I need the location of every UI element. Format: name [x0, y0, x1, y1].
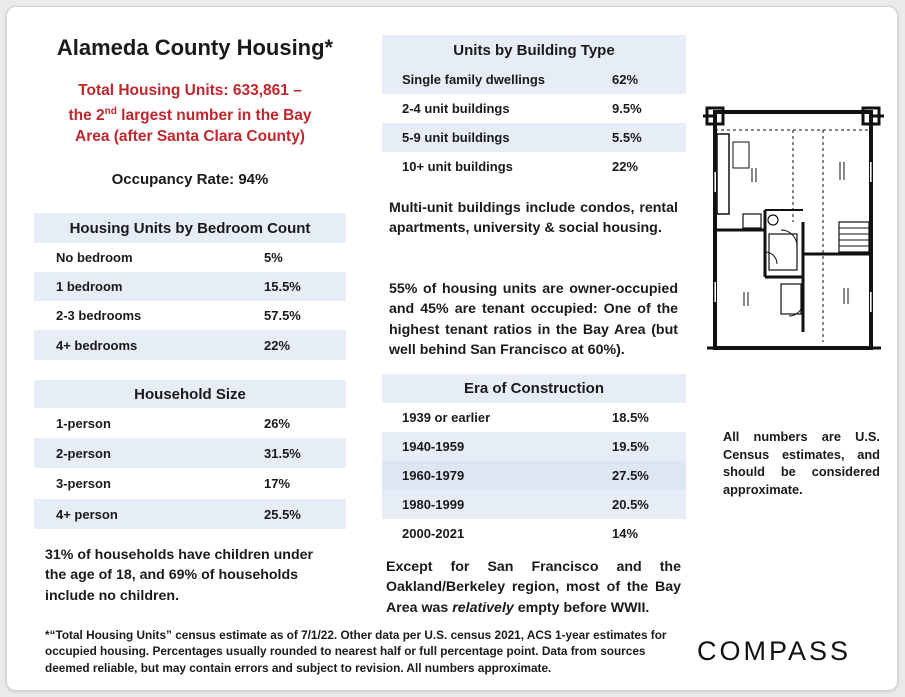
row-value: 14% — [612, 526, 639, 541]
household-table: Household Size 1-person 26% 2-person 31.… — [34, 380, 346, 529]
total-line-3: Area (after Santa Clara County) — [75, 128, 305, 146]
row-label: 1980-1999 — [402, 497, 465, 512]
era-table-title: Era of Construction — [382, 374, 686, 403]
bedroom-table-title: Housing Units by Bedroom Count — [34, 213, 346, 243]
compass-logo: COMPASS — [697, 636, 852, 666]
table-row: Single family dwellings 62% — [382, 65, 686, 94]
table-row: 2-3 bedrooms 57.5% — [34, 301, 346, 330]
building-table-title: Units by Building Type — [382, 35, 686, 65]
table-row: No bedroom 5% — [34, 243, 346, 272]
table-row: 1939 or earlier 18.5% — [382, 403, 686, 432]
row-label: 5-9 unit buildings — [402, 130, 510, 145]
era-table: Era of Construction 1939 or earlier 18.5… — [382, 374, 686, 548]
row-value: 57.5% — [264, 308, 301, 323]
row-value: 22% — [264, 337, 291, 353]
row-value: 25.5% — [264, 506, 301, 522]
table-row: 1-person 26% — [34, 408, 346, 438]
row-value: 15.5% — [264, 279, 301, 294]
row-label: 1939 or earlier — [402, 410, 491, 425]
total-line-2-sup: nd — [104, 106, 117, 117]
table-row: 1 bedroom 15.5% — [34, 272, 346, 301]
row-label: 1-person — [56, 415, 111, 431]
row-label: 4+ bedrooms — [56, 337, 138, 353]
row-value: 5.5% — [612, 130, 642, 145]
table-row: 4+ bedrooms 22% — [34, 330, 346, 360]
row-label: 1 bedroom — [56, 279, 123, 294]
row-value: 31.5% — [264, 445, 301, 461]
table-row: 2-person 31.5% — [34, 438, 346, 468]
row-value: 20.5% — [612, 497, 649, 512]
row-label: 3-person — [56, 476, 111, 491]
page-title: Alameda County Housing* — [56, 35, 334, 60]
row-value: 27.5% — [612, 468, 649, 483]
table-row: 2-4 unit buildings 9.5% — [382, 94, 686, 123]
row-label: 1940-1959 — [402, 439, 465, 454]
row-value: 19.5% — [612, 439, 649, 454]
floor-plan-illustration — [703, 106, 884, 350]
table-row: 5-9 unit buildings 5.5% — [382, 123, 686, 152]
children-paragraph: 31% of households have children under th… — [45, 547, 314, 604]
row-value: 62% — [612, 72, 639, 87]
table-row: 1940-1959 19.5% — [382, 432, 686, 461]
footnote: *“Total Housing Units” census estimate a… — [45, 628, 667, 675]
total-line-2: the 2nd largest number in the Bay — [30, 101, 350, 126]
table-row: 1980-1999 20.5% — [382, 490, 686, 519]
sf-paragraph: Except for San Francisco and the Oakland… — [386, 557, 681, 618]
household-table-title: Household Size — [34, 380, 346, 408]
table-row: 10+ unit buildings 22% — [382, 152, 686, 181]
row-label: 2-3 bedrooms — [56, 308, 142, 323]
sf-text-post: empty before WWII. — [513, 599, 650, 616]
occupancy-rate: Occupancy Rate: 94% — [111, 171, 269, 188]
row-value: 9.5% — [612, 101, 642, 116]
row-value: 22% — [612, 159, 639, 174]
row-label: 2-4 unit buildings — [402, 101, 510, 116]
total-line-2-post: largest number in the Bay — [116, 107, 312, 125]
table-row: 2000-2021 14% — [382, 519, 686, 548]
row-value: 17% — [264, 476, 291, 491]
census-note: All numbers are U.S. Census estimates, a… — [723, 429, 880, 497]
row-label: 2-person — [56, 445, 111, 461]
ownership-paragraph: 55% of housing units are owner-occupied … — [389, 281, 678, 358]
row-label: 2000-2021 — [402, 526, 465, 541]
row-value: 18.5% — [612, 410, 649, 425]
total-line-2-pre: the 2 — [68, 107, 105, 125]
row-value: 5% — [264, 250, 283, 265]
table-row: 4+ person 25.5% — [34, 499, 346, 529]
total-line-1: Total Housing Units: 633,861 – — [78, 82, 302, 99]
multi-unit-paragraph: Multi-unit buildings include condos, ren… — [389, 200, 678, 237]
row-label: 1960-1979 — [402, 468, 465, 483]
row-label: 10+ unit buildings — [402, 159, 513, 174]
sf-text-emphasis: relatively — [452, 599, 514, 616]
sf-text-pre: Except for San Francisco and the Oakland… — [386, 559, 681, 616]
bedroom-table: Housing Units by Bedroom Count No bedroo… — [34, 213, 346, 360]
row-value: 26% — [264, 415, 291, 431]
table-row: 1960-1979 27.5% — [382, 461, 686, 490]
row-label: 4+ person — [56, 506, 118, 522]
row-label: Single family dwellings — [402, 72, 546, 87]
total-units-heading: Total Housing Units: 633,861 – the 2nd l… — [30, 80, 350, 147]
row-label: No bedroom — [56, 250, 133, 265]
table-row: 3-person 17% — [34, 468, 346, 499]
building-type-table: Units by Building Type Single family dwe… — [382, 35, 686, 181]
